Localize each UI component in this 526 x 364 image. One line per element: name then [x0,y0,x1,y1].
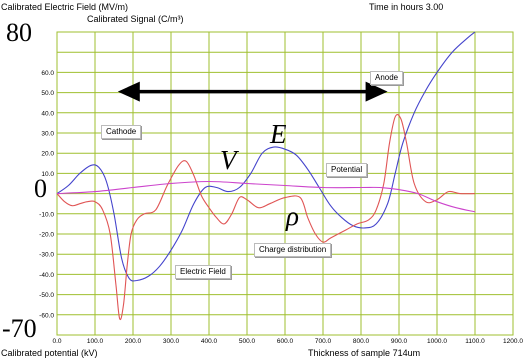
x-tick-label: 200.0 [125,338,142,345]
time-label: Time in hours [369,2,424,12]
thickness-readout: Thickness of sample 714um [308,348,420,358]
x-tick-label: 900.0 [391,338,408,345]
y-tick-labels: 60.0 50.0 40.0 30.0 20.0 10.0 -10.0 -20.0 -30.0 -… [39,70,54,319]
signal-title: Calibrated Signal (C/m³) [87,14,184,24]
y-tick-label: -50.0 [39,292,54,299]
thickness-label: Thickness of sample [308,348,391,358]
potential-curve-label: Potential [326,163,368,177]
x-tick-label: 600.0 [277,338,294,345]
x-tick-label: 1200.0 [503,338,523,345]
anode-label: Anode [370,71,404,85]
thickness-arrow [117,81,388,102]
x-tick-label: 100.0 [87,338,104,345]
y-tick-label: 40.0 [41,110,54,117]
series-potential [56,180,476,213]
field-title: Calibrated Electric Field (MV/m) [1,2,129,12]
y-max-label: 80 [6,18,32,47]
charge-distribution-label: Charge distribution [254,243,332,257]
time-value: 3.00 [425,2,444,12]
x-tick-label: 1100.0 [465,338,485,345]
y-tick-label: 10.0 [41,171,54,178]
x-tick-label: 500.0 [239,338,256,345]
time-readout: Time in hours 3.00 [369,2,443,12]
y-tick-label: 60.0 [41,70,54,77]
y-tick-label: -20.0 [39,232,54,239]
arrow-head-right [365,81,388,102]
x-tick-labels: 0.0 100.0 200.0 300.0 400.0 500.0 600.0 700.0 80… [52,338,523,345]
y-tick-label: 30.0 [41,131,54,138]
y-tick-label: -60.0 [39,312,54,319]
symbol-rho: ρ [286,201,299,231]
symbol-v: V [220,145,237,175]
y-tick-label: -30.0 [39,252,54,259]
potential-axis-title: Calibrated potential (kV) [1,348,98,358]
y-min-label: -70 [2,314,37,343]
x-tick-label: 700.0 [315,338,332,345]
x-tick-label: 0.0 [52,338,61,345]
symbol-e: E [270,119,287,149]
thickness-value: 714 [392,348,408,358]
x-tick-label: 300.0 [163,338,180,345]
cathode-label: Cathode [101,125,142,139]
thickness-unit: um [407,348,421,358]
electric-field-label: Electric Field [175,265,231,279]
series-electric-field [56,31,476,282]
x-tick-label: 800.0 [353,338,370,345]
series-lines [56,31,476,321]
arrow-head-left [117,81,140,102]
series-charge-distribution [56,114,476,321]
y-zero-label: 0 [34,174,47,203]
x-tick-label: 400.0 [201,338,218,345]
y-tick-label: -40.0 [39,272,54,279]
y-tick-label: -10.0 [39,211,54,218]
y-tick-label: 20.0 [41,151,54,158]
y-tick-label: 50.0 [41,90,54,97]
x-tick-label: 1000.0 [427,338,447,345]
